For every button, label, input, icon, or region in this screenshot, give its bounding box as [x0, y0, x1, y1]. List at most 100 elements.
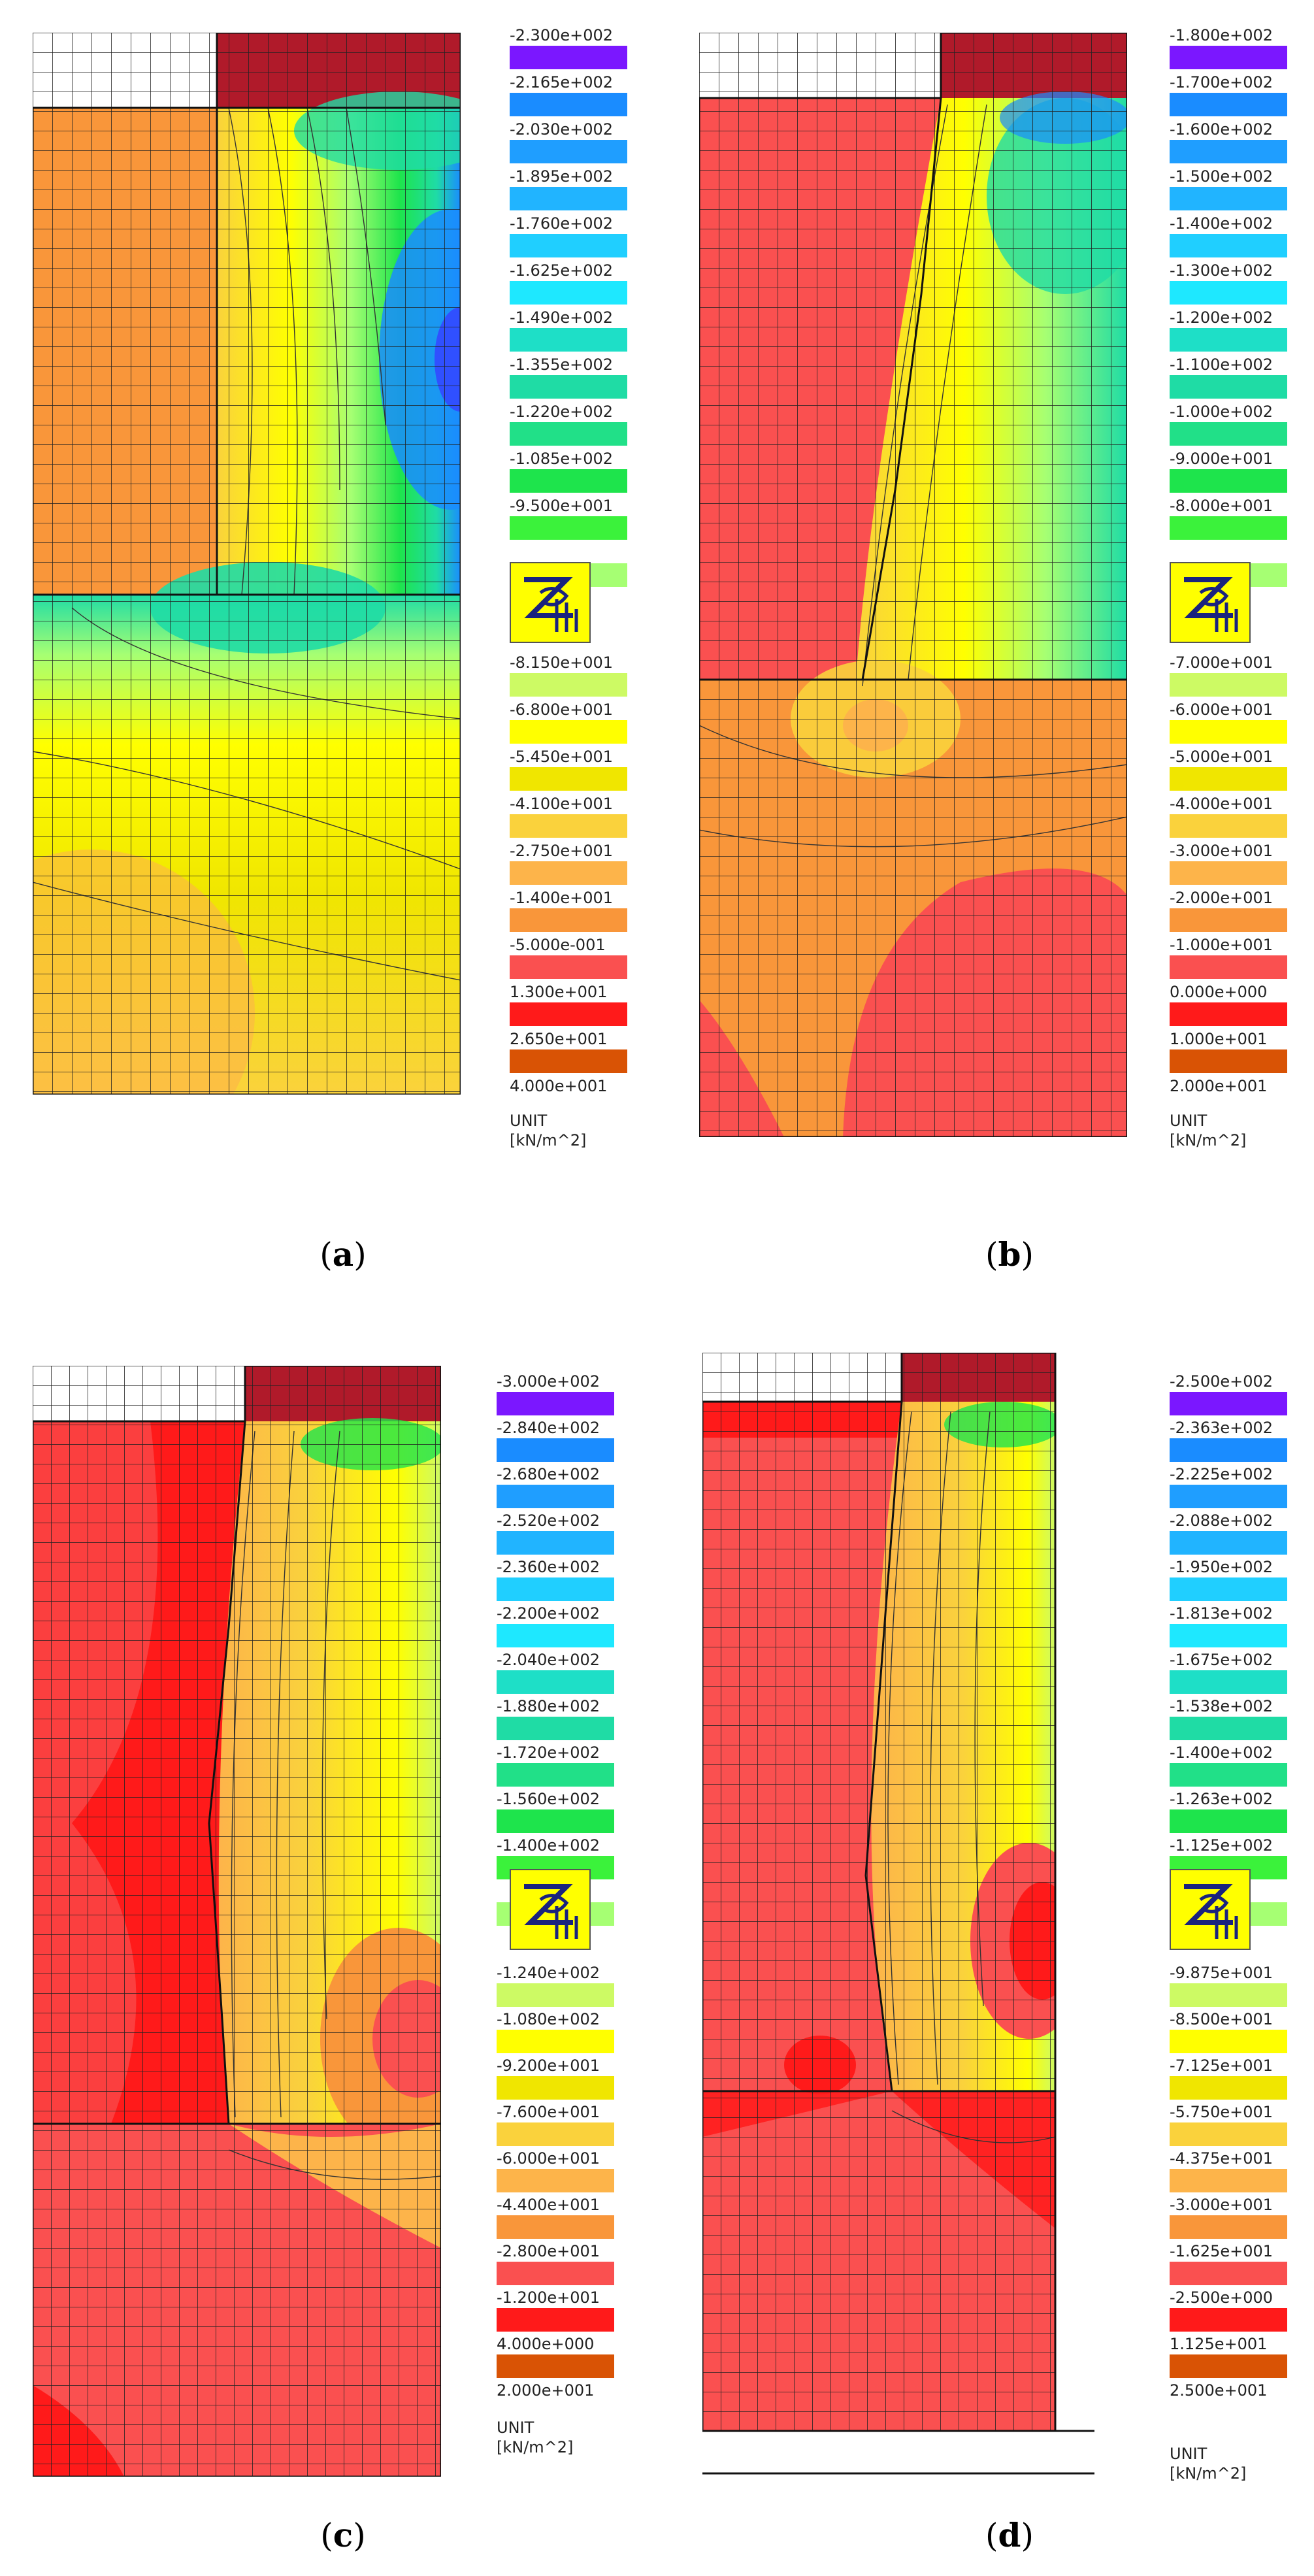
legend-label: -2.300e+002	[510, 26, 614, 44]
legend-label: -2.030e+002	[510, 120, 614, 139]
legend-label: -7.600e+001	[497, 2103, 600, 2121]
caption-a: (a)	[320, 1235, 367, 1274]
legend-swatch	[510, 1002, 627, 1026]
caption-d: (d)	[985, 2516, 1034, 2554]
legend-swatch	[497, 2076, 614, 2100]
legend-label: -1.675e+002	[1170, 1651, 1273, 1669]
legend-label: -1.813e+002	[1170, 1604, 1273, 1623]
legend-label: -1.880e+002	[497, 1697, 600, 1715]
legend-swatch	[1170, 1485, 1287, 1508]
legend-swatch	[497, 1983, 614, 2007]
legend-label: -3.000e+001	[1170, 2196, 1273, 2214]
legend-label: -1.625e+001	[1170, 2242, 1273, 2260]
legend-swatch	[510, 861, 627, 885]
legend-label: -2.040e+002	[497, 1651, 600, 1669]
legend-swatch	[1170, 720, 1287, 744]
legend-label: -1.220e+002	[510, 403, 614, 421]
legend-label: -1.600e+002	[1170, 120, 1273, 139]
legend-swatch	[497, 1438, 614, 1462]
legend-label: -9.500e+001	[510, 497, 614, 515]
legend-label: -8.000e+001	[1170, 497, 1273, 515]
legend-label: -2.000e+001	[1170, 889, 1273, 907]
legend-label: -3.000e+001	[1170, 842, 1273, 860]
legend-label: -2.680e+002	[497, 1465, 600, 1483]
legend-swatch	[497, 2354, 614, 2378]
legend-label: -2.088e+002	[1170, 1511, 1273, 1530]
legend-swatch	[1170, 767, 1287, 791]
legend-swatch	[497, 2308, 614, 2332]
legend-label: -1.720e+002	[497, 1743, 600, 1762]
legend-swatch	[497, 2122, 614, 2146]
caption-b: (b)	[985, 1235, 1034, 1274]
zsoil-logo-a	[510, 562, 591, 643]
unit-label-c: UNIT [kN/m^2]	[497, 2419, 574, 2456]
legend-label: 4.000e+000	[497, 2335, 595, 2353]
legend-swatch	[1170, 1049, 1287, 1073]
legend-label: 2.650e+001	[510, 1030, 608, 1048]
legend-label: -1.085e+002	[510, 450, 614, 468]
legend-swatch	[1170, 1438, 1287, 1462]
legend-label: -8.150e+001	[510, 653, 614, 672]
legend-swatch	[497, 1531, 614, 1555]
legend-label: -1.200e+001	[497, 2288, 600, 2307]
contour-plot-c	[33, 1366, 441, 2477]
legend-swatch	[1170, 375, 1287, 399]
legend-label: -1.200e+002	[1170, 308, 1273, 327]
legend-label: -1.125e+002	[1170, 1836, 1273, 1855]
legend-label: -5.000e-001	[510, 936, 606, 954]
legend-swatch	[510, 234, 627, 257]
legend-label: -1.538e+002	[1170, 1697, 1273, 1715]
legend-swatch	[510, 767, 627, 791]
unit-label-d: UNIT [kN/m^2]	[1170, 2445, 1247, 2483]
unit-label-b: UNIT [kN/m^2]	[1170, 1112, 1247, 1149]
legend-label: -1.800e+002	[1170, 26, 1273, 44]
legend-swatch	[1170, 2030, 1287, 2053]
legend-label: -2.200e+002	[497, 1604, 600, 1623]
legend-label: -9.000e+001	[1170, 450, 1273, 468]
unit-label-a: UNIT [kN/m^2]	[510, 1112, 587, 1149]
legend-swatch	[510, 46, 627, 69]
legend-label: -1.400e+002	[1170, 214, 1273, 233]
legend-label: -2.165e+002	[510, 73, 614, 91]
legend-swatch	[1170, 1392, 1287, 1415]
legend-label: -2.800e+001	[497, 2242, 600, 2260]
legend-label: -7.000e+001	[1170, 653, 1273, 672]
legend-label: -1.240e+002	[497, 1964, 600, 1982]
legend-swatch	[1170, 2169, 1287, 2192]
legend-swatch	[1170, 1763, 1287, 1787]
legend-swatch	[1170, 469, 1287, 493]
legend-swatch	[497, 1624, 614, 1647]
legend-swatch	[1170, 2308, 1287, 2332]
legend-swatch	[1170, 93, 1287, 116]
legend-swatch	[497, 1763, 614, 1787]
legend-label: -1.625e+002	[510, 261, 614, 280]
legend-label: 1.300e+001	[510, 983, 608, 1001]
legend-swatch	[497, 1392, 614, 1415]
legend-swatch	[510, 328, 627, 352]
zsoil-logo-c	[510, 1869, 591, 1950]
legend-swatch	[1170, 1809, 1287, 1833]
caption-c: (c)	[320, 2516, 366, 2554]
legend-swatch	[497, 1577, 614, 1601]
legend-label: -5.450e+001	[510, 748, 614, 766]
legend-swatch	[497, 1485, 614, 1508]
legend-label: -2.840e+002	[497, 1419, 600, 1437]
legend-swatch	[510, 955, 627, 979]
legend-label: -2.500e+002	[1170, 1372, 1273, 1391]
legend-label: -2.363e+002	[1170, 1419, 1273, 1437]
legend-label: -1.263e+002	[1170, 1790, 1273, 1808]
legend-swatch	[510, 140, 627, 163]
legend-swatch	[1170, 516, 1287, 540]
legend-label: -1.950e+002	[1170, 1558, 1273, 1576]
legend-swatch	[1170, 1983, 1287, 2007]
legend-swatch	[1170, 673, 1287, 697]
legend-swatch	[497, 2262, 614, 2285]
legend-label: 2.000e+001	[1170, 1077, 1268, 1095]
legend-label: -4.100e+001	[510, 795, 614, 813]
legend-label: 0.000e+000	[1170, 983, 1268, 1001]
legend-label: -4.375e+001	[1170, 2149, 1273, 2168]
legend-label: -3.000e+002	[497, 1372, 600, 1391]
legend-swatch	[510, 93, 627, 116]
legend-swatch	[497, 2169, 614, 2192]
legend-label: -1.500e+002	[1170, 167, 1273, 186]
